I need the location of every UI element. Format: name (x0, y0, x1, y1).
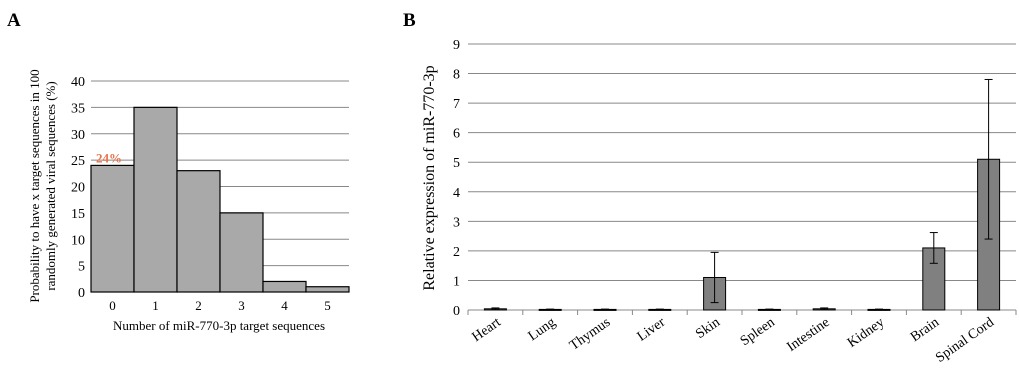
panel-b-y-axis-title: Relative expression of miR-770-3p (421, 65, 438, 290)
panel-b-x-tick-label: Heart (470, 315, 504, 345)
panel-a-x-tick-label: 5 (324, 298, 331, 313)
panel-b-x-tick-label: Intestine (784, 315, 832, 355)
panel-a-y-tick-label: 35 (71, 101, 85, 116)
panel-a-y-axis-title-line-2: randomly generated viral sequences (%) (43, 81, 58, 290)
panel-a-bars (90, 106, 350, 293)
panel-a-bar (219, 212, 264, 293)
panel-b-x-tick-label: Spleen (738, 315, 778, 349)
panel-a-y-axis-title-line-1: Probability to have x target sequences i… (27, 69, 42, 302)
panel-a-bar (262, 280, 307, 293)
panel-b-y-tick-label: 8 (453, 68, 460, 83)
panel-a-histogram: 0 5 10 15 20 25 30 35 40 0 1 2 3 4 5 24% Number of mi… (27, 69, 350, 333)
panel-b-y-tick-label: 5 (453, 156, 460, 171)
panel-b-x-tick-labels: Heart Lung Thymus Liver Skin Spleen Intestine K… (470, 315, 997, 366)
panel-b-y-tick-label: 4 (453, 186, 460, 201)
panel-a-x-tick-labels: 0 1 2 3 4 5 (109, 298, 331, 313)
panel-a-y-tick-label: 15 (71, 207, 85, 222)
panel-b-y-tick-label: 6 (453, 127, 460, 142)
panel-b-x-tick-label: Lung (526, 315, 559, 344)
panel-b-x-tick-label: Brain (908, 315, 942, 345)
panel-a-letter: A (7, 10, 21, 31)
panel-b-x-tick-label: Kidney (845, 315, 887, 351)
panel-b-y-tick-label: 3 (453, 215, 460, 230)
panel-a-y-tick-label: 25 (71, 154, 85, 169)
panel-a-y-tick-label: 20 (71, 181, 85, 196)
panel-a-bar (133, 106, 178, 293)
panel-b-y-tick-label: 7 (453, 97, 460, 112)
panel-a-y-tick-labels: 0 5 10 15 20 25 30 35 40 (71, 75, 85, 301)
panel-a-bar (176, 170, 221, 293)
panel-a-y-tick-label: 10 (71, 233, 85, 248)
panel-b-y-tick-label: 9 (453, 38, 460, 53)
panel-a-x-tick-label: 1 (152, 298, 159, 313)
panel-a-bar (90, 164, 135, 293)
panel-b-bar-chart: 0 1 2 3 4 5 6 7 8 9 Heart Lung Thymus Liver Skin Splee… (421, 38, 1017, 366)
panel-b-gridlines (467, 43, 1017, 315)
panel-b-letter: B (403, 10, 416, 31)
panel-b-y-tick-labels: 0 1 2 3 4 5 6 7 8 9 (453, 38, 460, 319)
panel-b-x-tick-label: Thymus (567, 315, 613, 354)
panel-a-y-tick-label: 40 (71, 75, 85, 90)
panel-a-x-tick-label: 3 (238, 298, 245, 313)
panel-a-y-tick-label: 0 (78, 286, 85, 301)
panel-a-annotation: 24% (96, 150, 122, 165)
panel-b-error-bars (491, 78, 993, 311)
panel-b-x-tick-label: Skin (693, 315, 723, 342)
panel-b-y-tick-label: 2 (453, 245, 460, 260)
panel-b-y-tick-label: 1 (453, 274, 460, 289)
panel-a-x-tick-label: 4 (281, 298, 288, 313)
panel-a-y-tick-label: 5 (78, 260, 85, 275)
panel-a-bar (305, 286, 350, 293)
panel-b-x-tick-label: Spinal Cord (933, 315, 997, 366)
panel-b-y-tick-label: 0 (453, 304, 460, 319)
panel-a-x-axis-title: Number of miR-770-3p target sequences (113, 318, 325, 333)
panel-b-bars (483, 158, 1001, 311)
panel-a-x-tick-label: 2 (195, 298, 202, 313)
panel-b-x-tick-label: Liver (635, 315, 669, 345)
panel-a-y-tick-label: 30 (71, 128, 85, 143)
panel-a-x-tick-label: 0 (109, 298, 116, 313)
